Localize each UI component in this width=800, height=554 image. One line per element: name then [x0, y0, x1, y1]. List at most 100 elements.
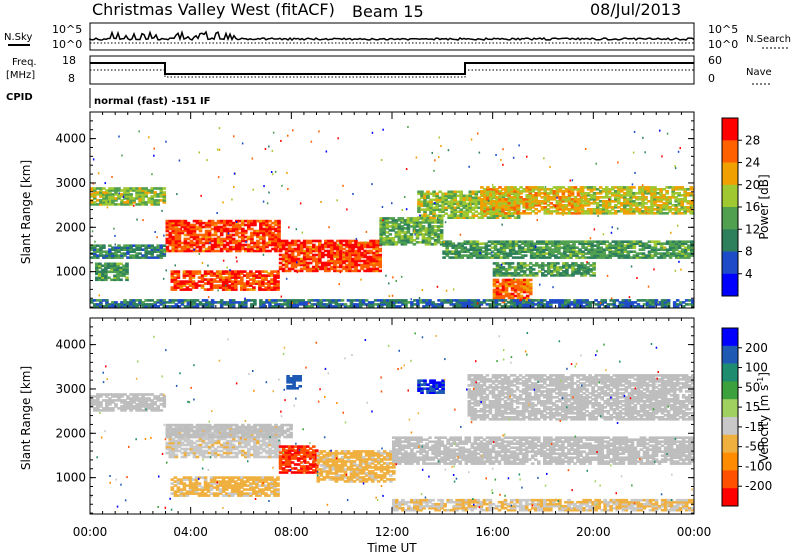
scatter-cell — [623, 198, 627, 201]
noise-cell — [554, 205, 557, 208]
scatter-cell — [327, 261, 331, 265]
scatter-cell — [346, 299, 351, 302]
scatter-cell — [580, 186, 585, 189]
scatter-cell — [437, 305, 441, 308]
scatter-cell — [171, 241, 176, 245]
scatter-cell — [207, 233, 212, 237]
scatter-cell — [469, 254, 474, 257]
scatter-cell — [225, 243, 230, 247]
scatter-cell — [674, 206, 678, 209]
noise-cell — [371, 183, 373, 186]
scatter-cell — [168, 453, 173, 457]
scatter-cell — [525, 264, 530, 267]
scatter-cell — [690, 242, 694, 245]
scatter-cell — [511, 256, 516, 259]
scatter-cell — [603, 305, 607, 308]
scatter-cell — [308, 245, 313, 249]
scatter-cell — [615, 299, 620, 302]
scatter-cell — [123, 195, 127, 198]
scatter-cell — [569, 254, 573, 257]
scatter-cell — [487, 240, 492, 243]
scatter-cell — [395, 299, 399, 302]
scatter-cell — [641, 246, 646, 249]
scatter-cell — [689, 204, 694, 207]
scatter-cell — [565, 262, 569, 265]
scatter-cell — [585, 301, 589, 304]
scatter-cell — [339, 241, 343, 245]
scatter-cell — [219, 301, 224, 304]
scatter-cell — [235, 247, 239, 251]
scatter-cell — [116, 274, 120, 278]
scatter-cell — [521, 305, 526, 308]
noise-cell — [647, 285, 650, 288]
scatter-cell — [213, 223, 218, 227]
scatter-cell — [150, 250, 154, 253]
scatter-cell — [182, 270, 187, 273]
noise-cell — [295, 228, 298, 231]
scatter-cell — [489, 196, 493, 199]
scatter-cell — [589, 190, 594, 193]
scatter-cell — [526, 248, 531, 251]
scatter-cell — [219, 233, 224, 237]
scatter-cell — [177, 445, 182, 449]
scatter-cell — [555, 301, 559, 304]
scatter-cell — [573, 206, 578, 209]
scatter-cell — [331, 305, 336, 308]
scatter-cell — [561, 198, 566, 201]
scatter-cell — [210, 305, 215, 308]
noise-cell — [400, 221, 402, 224]
scatter-cell — [480, 204, 484, 207]
scatter-cell — [415, 219, 420, 222]
scatter-cell — [545, 256, 549, 259]
scatter-cell — [194, 282, 199, 285]
scatter-cell — [168, 445, 173, 449]
scatter-cell — [527, 299, 532, 302]
scatter-cell — [213, 237, 218, 241]
noise-cell — [317, 267, 320, 270]
scatter-cell — [150, 305, 154, 308]
scatter-cell — [339, 269, 343, 273]
scatter-cell — [558, 206, 563, 209]
noise-cell — [501, 223, 503, 226]
scatter-cell — [186, 225, 191, 229]
scatter-cell — [159, 191, 164, 194]
scatter-cell — [620, 246, 625, 249]
scatter-cell — [450, 200, 454, 204]
scatter-cell — [378, 247, 382, 251]
scatter-cell — [567, 190, 572, 193]
scatter-cell — [542, 240, 546, 243]
scatter-cell — [176, 274, 181, 277]
scatter-cell — [437, 303, 441, 306]
scatter-cell — [534, 208, 538, 211]
scatter-cell — [576, 202, 581, 205]
scatter-cell — [392, 299, 396, 302]
scatter-cell — [105, 250, 109, 253]
scatter-cell — [677, 210, 681, 213]
scatter-cell — [391, 241, 396, 244]
scatter-cell — [467, 305, 472, 308]
scatter-cell — [498, 190, 502, 193]
scatter-cell — [543, 202, 548, 205]
noise-cell — [666, 132, 669, 135]
scatter-cell — [507, 266, 512, 269]
scatter-cell — [522, 290, 527, 294]
scatter-cell — [122, 274, 126, 278]
scatter-cell — [171, 447, 176, 451]
scatter-cell — [375, 243, 379, 247]
scatter-cell — [165, 445, 170, 449]
scatter-cell — [468, 196, 473, 200]
scatter-cell — [495, 280, 500, 284]
scatter-cell — [447, 204, 451, 208]
scatter-cell — [406, 225, 411, 228]
scatter-cell — [623, 196, 627, 199]
scatter-cell — [315, 259, 319, 263]
scatter-cell — [403, 223, 408, 226]
scatter-cell — [156, 187, 160, 190]
scatter-cell — [342, 265, 346, 269]
scatter-cell — [510, 262, 515, 265]
scatter-cell — [578, 252, 582, 255]
scatter-cell — [561, 204, 566, 207]
scatter-cell — [231, 229, 236, 233]
scatter-cell — [293, 265, 298, 269]
scatter-cell — [292, 301, 296, 304]
